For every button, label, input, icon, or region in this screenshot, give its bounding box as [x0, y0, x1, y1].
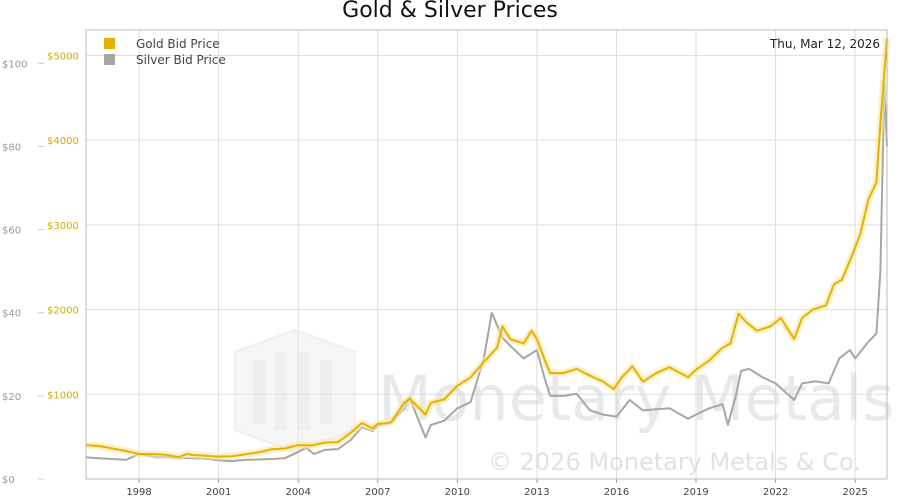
silver-tick-label: $0 — [2, 475, 15, 486]
x-tick-label: 2022 — [763, 487, 788, 498]
x-tick-label: 1998 — [126, 487, 151, 498]
legend-silver-label[interactable]: Silver Bid Price — [136, 53, 226, 67]
x-tick-label: 2019 — [683, 487, 708, 498]
silver-tick-label: $60 — [2, 226, 21, 237]
silver-tick-label: $100 — [2, 59, 27, 70]
x-axis-ticks: 1998 2001 2004 2007 2010 2013 2016 2019 2022 2025 — [126, 479, 868, 498]
watermark-copyright: © 2026 Monetary Metals & Co. — [488, 448, 861, 476]
x-tick-label: 2007 — [365, 487, 390, 498]
silver-tick-label: $40 — [2, 309, 21, 320]
gold-tick-label: $2000 — [47, 306, 79, 317]
silver-axis-ticks: $0 $20 $40 $60 $80 $100 — [2, 59, 44, 486]
legend: Gold Bid Price Silver Bid Price — [104, 37, 226, 67]
legend-gold-label[interactable]: Gold Bid Price — [136, 37, 220, 51]
watermark-logo-icon — [234, 328, 356, 454]
gold-tick-label: $5000 — [47, 51, 79, 62]
x-tick-label: 2025 — [842, 487, 867, 498]
gold-axis-ticks: $1000 $2000 $3000 $4000 $5000 — [47, 51, 79, 401]
gold-tick-label: $1000 — [47, 390, 79, 401]
series-layer — [85, 38, 891, 463]
x-tick-label: 2010 — [445, 487, 470, 498]
legend-gold-swatch[interactable] — [104, 38, 115, 49]
chart-title: Gold & Silver Prices — [342, 0, 558, 23]
gold-tick-label: $4000 — [47, 136, 79, 147]
legend-silver-swatch[interactable] — [104, 54, 115, 65]
watermark: Monetary Metals © 2026 Monetary Metals &… — [234, 328, 895, 476]
silver-tick-label: $20 — [2, 392, 21, 403]
plot-frame — [85, 29, 888, 480]
gold-tick-label: $3000 — [47, 221, 79, 232]
x-tick-label: 2004 — [285, 487, 310, 498]
date-label: Thu, Mar 12, 2026 — [769, 37, 880, 51]
silver-tick-label: $80 — [2, 142, 21, 153]
grid-lines — [86, 30, 887, 479]
series-gold-line — [85, 38, 888, 458]
x-tick-label: 2013 — [524, 487, 549, 498]
x-tick-label: 2001 — [206, 487, 231, 498]
x-tick-label: 2016 — [604, 487, 629, 498]
